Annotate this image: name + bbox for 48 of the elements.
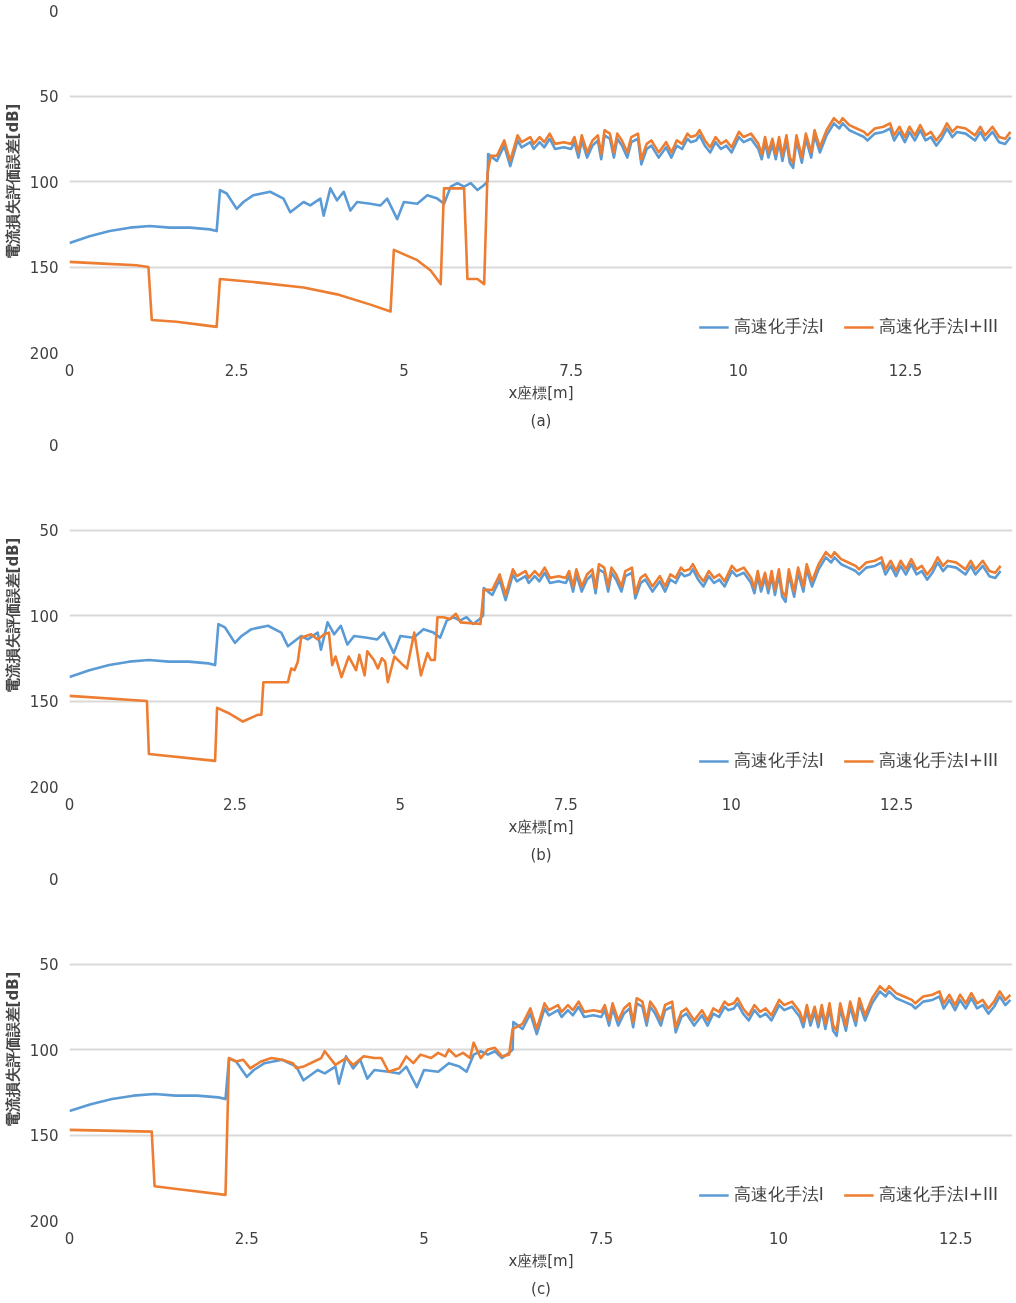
y-axis-title: 電流損失評価誤差[dB] xyxy=(3,537,22,694)
x-tick-label: 5 xyxy=(395,795,406,814)
y-tick-label: 100 xyxy=(29,607,59,626)
y-tick-label: 50 xyxy=(39,956,59,974)
x-tick-label: 2.5 xyxy=(224,361,249,380)
y-tick-label: 200 xyxy=(29,344,59,363)
x-tick-label: 5 xyxy=(419,1229,429,1248)
x-tick-label: 12.5 xyxy=(888,361,923,380)
y-axis-title: 電流損失評価誤差[dB] xyxy=(3,103,22,260)
y-axis-title: 電流損失評価誤差[dB] xyxy=(3,971,22,1128)
x-axis-title: x座標[m] xyxy=(508,1251,574,1270)
x-tick-label: 10 xyxy=(721,795,741,814)
x-axis-title: x座標[m] xyxy=(508,383,574,402)
x-tick-label: 2.5 xyxy=(234,1229,259,1248)
x-axis-title: x座標[m] xyxy=(508,817,574,836)
y-tick-label: 100 xyxy=(29,173,59,192)
legend-label: 高速化手法I+III xyxy=(878,749,998,772)
y-tick-label: 200 xyxy=(29,778,59,797)
text: (c) xyxy=(531,1279,551,1298)
y-tick-label: 0 xyxy=(48,870,59,889)
x-tick-label: 5 xyxy=(399,361,409,380)
y-tick-label: 150 xyxy=(29,259,59,277)
legend-label: 高速化手法I xyxy=(733,315,824,338)
x-tick-label: 7.5 xyxy=(559,361,584,380)
y-tick-label: 50 xyxy=(39,88,59,106)
y-tick-label: 200 xyxy=(29,1212,59,1231)
legend-label: 高速化手法I+III xyxy=(878,315,998,338)
x-tick-label: 7.5 xyxy=(589,1229,614,1248)
text: (b) xyxy=(530,845,552,864)
legend-label: 高速化手法I+III xyxy=(878,1183,998,1206)
x-tick-label: 0 xyxy=(64,361,75,380)
y-tick-label: 50 xyxy=(39,522,59,540)
x-tick-label: 0 xyxy=(64,1229,75,1248)
legend-label: 高速化手法I xyxy=(733,1183,824,1206)
text: (a) xyxy=(530,411,552,430)
x-tick-label: 12.5 xyxy=(939,1229,973,1248)
x-tick-label: 2.5 xyxy=(223,795,247,814)
x-tick-label: 10 xyxy=(768,1229,789,1248)
y-tick-label: 100 xyxy=(29,1041,59,1060)
y-tick-label: 150 xyxy=(29,693,59,711)
x-tick-label: 0 xyxy=(64,795,75,814)
y-tick-label: 0 xyxy=(48,2,59,21)
y-tick-label: 150 xyxy=(29,1127,59,1145)
y-tick-label: 0 xyxy=(48,436,59,455)
x-tick-label: 7.5 xyxy=(553,795,578,814)
x-tick-label: 12.5 xyxy=(879,795,914,814)
legend-label: 高速化手法I xyxy=(733,749,824,772)
x-tick-label: 10 xyxy=(728,361,748,380)
